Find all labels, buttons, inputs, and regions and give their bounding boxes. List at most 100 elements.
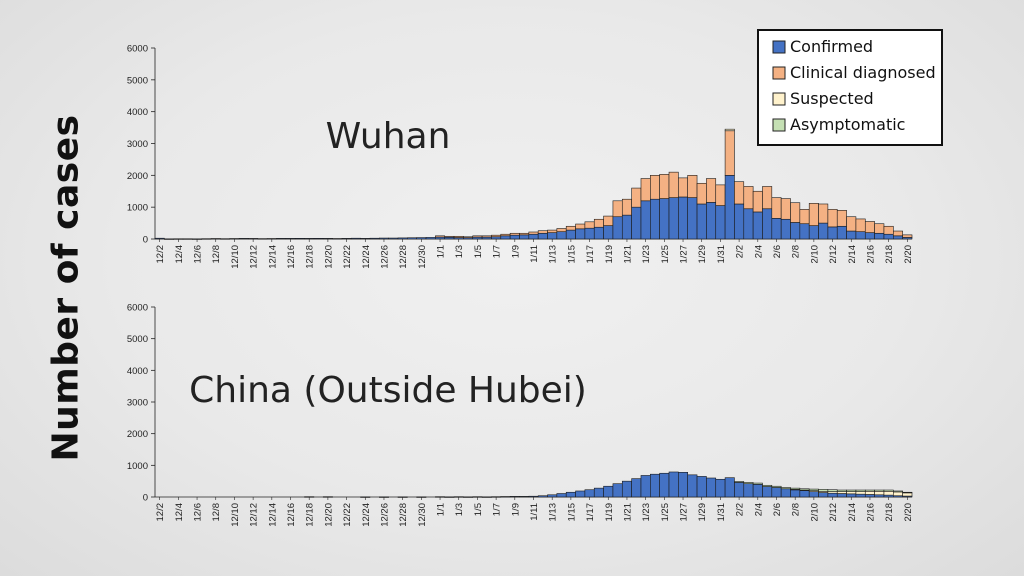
chart-wuhan: 0 1000 2000 3000 4000 5000 6000 12/2 12/4 12/6 12/… <box>127 44 914 269</box>
bar-confirmed <box>893 235 903 240</box>
bar-confirmed <box>640 475 651 498</box>
bar-asymptomatic <box>864 489 875 492</box>
x-tick-label: 1/27 <box>679 245 690 264</box>
bar-confirmed <box>603 485 614 498</box>
x-tick-label: 1/21 <box>622 245 633 264</box>
x-tick-label: 2/20 <box>903 245 914 264</box>
legend-label: Confirmed <box>790 37 873 56</box>
x-tick-label: 12/28 <box>398 245 409 269</box>
bar-confirmed <box>593 226 604 240</box>
bar-confirmed <box>734 203 745 240</box>
bar-confirmed <box>612 216 623 240</box>
bar-confirmed <box>640 200 651 240</box>
bar-suspected <box>883 490 894 496</box>
bar-asymptomatic <box>790 487 801 490</box>
bar-confirmed <box>631 206 642 240</box>
bar-confirmed <box>883 233 894 240</box>
bar-confirmed <box>463 496 474 498</box>
x-tick-label: 2/8 <box>791 245 802 258</box>
bar-confirmed <box>827 226 838 240</box>
bar-confirmed <box>500 235 511 240</box>
bar-asymptomatic <box>855 489 866 492</box>
bar-confirmed <box>547 232 558 240</box>
bar-clinical <box>612 200 623 218</box>
bar-clinical <box>902 234 913 238</box>
bar-clinical <box>565 225 576 231</box>
bar-clinical <box>603 215 614 226</box>
x-tick-label: 1/31 <box>716 503 727 522</box>
bar-confirmed <box>294 238 305 240</box>
x-tick-label: 12/20 <box>323 503 334 527</box>
x-tick-label: 1/3 <box>454 245 465 258</box>
x-tick-label: 12/18 <box>305 245 316 269</box>
bar-confirmed <box>818 492 829 498</box>
x-tick-label: 1/9 <box>510 503 521 516</box>
x-tick-label: 12/8 <box>211 503 222 522</box>
x-tick-label: 1/17 <box>585 245 596 264</box>
bar-asymptomatic <box>874 489 885 492</box>
x-tick-label: 2/10 <box>809 503 820 522</box>
x-tick-label: 12/12 <box>249 503 260 527</box>
x-tick-label: 1/29 <box>697 245 708 264</box>
bar-asymptomatic <box>799 488 810 491</box>
bar-clinical <box>481 235 492 238</box>
x-tick-label: 12/24 <box>361 245 372 269</box>
x-tick-label: 12/24 <box>361 503 372 527</box>
y-tick-label: 0 <box>143 235 148 246</box>
bar-confirmed <box>285 238 296 240</box>
x-tick-label: 2/16 <box>865 245 876 264</box>
x-tick-label: 12/30 <box>417 245 428 269</box>
chart-china-outside-hubei: 0 1000 2000 3000 4000 5000 6000 12/2 12/4 12/6 12/… <box>127 303 914 527</box>
bar-clinical <box>696 182 707 205</box>
x-tick-label: 2/4 <box>753 503 764 516</box>
x-tick-label: 12/20 <box>323 245 334 269</box>
bar-confirmed <box>771 487 782 498</box>
x-tick-label: 12/8 <box>211 245 222 264</box>
y-tick-label: 2000 <box>127 429 148 440</box>
bar-clinical <box>453 235 464 238</box>
bar-confirmed <box>836 493 847 498</box>
bar-confirmed <box>706 202 717 240</box>
bar-asymptomatic <box>846 489 857 492</box>
bar-confirmed <box>388 237 399 240</box>
bar-confirmed <box>659 198 670 240</box>
bar-confirmed <box>743 483 754 498</box>
bar-confirmed <box>762 208 773 240</box>
bar-confirmed <box>556 231 567 240</box>
bar-clinical <box>846 216 857 232</box>
bar-confirmed <box>799 223 810 240</box>
bar-confirmed <box>621 480 632 498</box>
x-tick-label: 2/2 <box>735 245 746 258</box>
bar-confirmed <box>790 222 801 240</box>
bar-clinical <box>724 130 735 176</box>
x-tick-label: 2/6 <box>772 245 783 258</box>
x-tick-label: 1/15 <box>566 245 577 264</box>
bar-confirmed <box>855 231 866 240</box>
bar-confirmed <box>575 228 586 240</box>
x-tick-label: 1/25 <box>660 503 671 522</box>
x-tick-label: 12/28 <box>398 503 409 527</box>
bar-clinical <box>771 197 782 219</box>
bar-suspected <box>902 492 913 497</box>
bar-clinical <box>593 218 604 228</box>
legend-label: Clinical diagnosed <box>790 63 936 82</box>
bar-suspected <box>724 128 735 132</box>
bar-confirmed <box>724 175 735 240</box>
y-tick-label: 6000 <box>127 303 148 314</box>
bar-suspected <box>846 491 857 495</box>
bar-asymptomatic <box>827 489 838 492</box>
bar-clinical <box>500 233 511 237</box>
x-tick-label: 2/14 <box>847 245 858 264</box>
bar-confirmed <box>752 484 763 498</box>
bar-confirmed <box>846 493 857 498</box>
bar-confirmed <box>584 227 595 240</box>
bar-clinical <box>659 174 670 199</box>
bar-confirmed <box>565 229 576 240</box>
x-tick-label: 2/14 <box>847 503 858 522</box>
bar-clinical <box>780 198 791 220</box>
x-tick-label: 1/1 <box>436 503 447 516</box>
bar-confirmed <box>790 489 801 498</box>
bar-confirmed <box>780 488 791 498</box>
y-tick-label: 0 <box>143 493 148 504</box>
x-tick-label: 2/18 <box>884 503 895 522</box>
